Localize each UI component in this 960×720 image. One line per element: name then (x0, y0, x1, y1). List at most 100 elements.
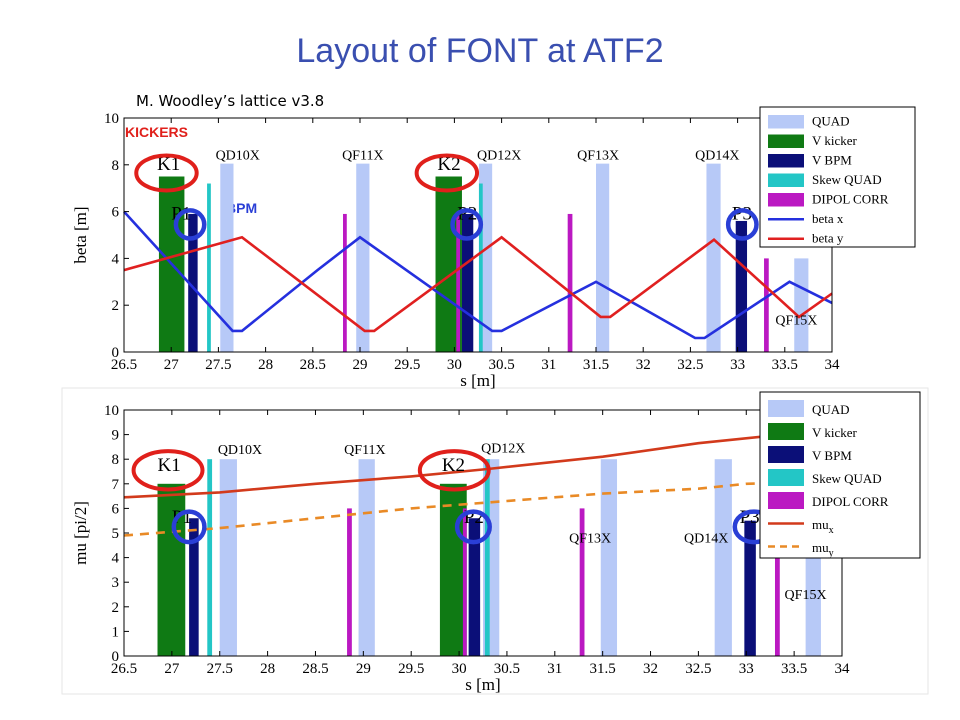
v-bpm-bar (735, 220, 748, 352)
x-tick-label: 26.5 (111, 661, 137, 677)
x-tick-label: 29.5 (394, 357, 420, 373)
legend-swatch (768, 154, 804, 168)
v-bpm-bar (468, 518, 481, 656)
x-tick-label: 31 (547, 661, 562, 677)
mu-chart: 26.5 27 27.5 28 28.5 29 29.5 30 30.5 31 31.5 32 32.5… (71, 391, 921, 694)
y-tick-label: 3 (112, 575, 120, 591)
magnet-label: QD12X (477, 149, 521, 164)
v-bpm-bar (188, 213, 198, 352)
quad-bar (805, 545, 821, 656)
magnet-label: QD14X (695, 149, 739, 164)
quad-bar (794, 258, 809, 352)
legend-label: DIPOL CORR (812, 192, 889, 207)
y-axis-label: beta [m] (71, 206, 90, 263)
quad-bar (220, 163, 234, 352)
x-tick-label: 28.5 (302, 661, 328, 677)
x-tick-label: 31 (541, 357, 556, 373)
x-tick-label: 30.5 (494, 661, 520, 677)
y-axis-label: mu [pi/2] (71, 501, 90, 565)
x-tick-label: 33.5 (781, 661, 807, 677)
legend-swatch (768, 115, 804, 129)
y-tick-label: 0 (112, 345, 120, 361)
y-tick-label: 4 (112, 251, 120, 267)
v-bpm-bar (461, 213, 474, 352)
dipol-corr-bar (456, 213, 461, 352)
x-tick-label: 30 (447, 357, 462, 373)
magnet-label: QF11X (342, 149, 384, 164)
dipol-corr-bar (579, 508, 585, 656)
x-tick-label: 33 (730, 357, 745, 373)
quad-bar (219, 459, 237, 656)
x-tick-label: 27 (164, 661, 180, 677)
magnet-label: QD10X (218, 443, 262, 458)
x-tick-label: 29.5 (398, 661, 424, 677)
magnet-label: K1 (158, 455, 181, 476)
legend-swatch (768, 134, 804, 148)
legend-label: DIPOL CORR (812, 494, 889, 509)
magnet-label: K1 (157, 154, 180, 175)
blue-highlight-circle (450, 208, 484, 241)
legend-label: beta y (812, 231, 844, 246)
quad-bar (714, 459, 732, 656)
quad-bar (600, 459, 618, 656)
legend-swatch (768, 446, 804, 463)
skew-quad-bar (207, 183, 211, 352)
x-tick-label: 32 (636, 357, 651, 373)
magnet-label: QF13X (569, 532, 611, 547)
legend-swatch (768, 400, 804, 417)
magnet-label: P3 (732, 203, 752, 224)
dipol-corr-bar (774, 557, 780, 656)
blue-highlight-circle (725, 208, 759, 241)
bpm-annotation: BPM (226, 200, 258, 216)
x-tick-label: 34 (835, 661, 851, 677)
legend-label: Skew QUAD (812, 172, 882, 187)
x-tick-label: 31.5 (590, 661, 616, 677)
x-tick-label: 33.5 (772, 357, 798, 373)
lower-figure-frame (61, 387, 929, 695)
red-highlight-circle (414, 153, 480, 193)
magnet-label: QF11X (344, 443, 386, 458)
magnet-label: QF15X (775, 314, 817, 329)
quad-bar (358, 459, 375, 656)
y-tick-label: 6 (112, 501, 120, 517)
quad-bar (356, 163, 370, 352)
skew-quad-bar (484, 459, 490, 656)
slide-title: Layout of FONT at ATF2 (296, 32, 664, 70)
x-tick-label: 27.5 (205, 357, 231, 373)
y-tick-label: 2 (112, 298, 120, 314)
v-bpm-bar (189, 518, 199, 656)
x-tick-label: 30.5 (488, 357, 514, 373)
y-tick-label: 8 (112, 452, 120, 468)
x-axis-label: s [m] (465, 675, 500, 694)
x-tick-label: 26.5 (111, 357, 137, 373)
magnet-label: P2 (457, 203, 477, 224)
dipol-corr-bar (462, 508, 467, 656)
x-tick-label: 34 (825, 357, 841, 373)
mu-y-line (123, 480, 843, 537)
y-tick-label: 10 (104, 111, 119, 127)
legend-swatch (768, 492, 804, 509)
dipol-corr-bar (764, 258, 769, 352)
y-tick-label: 8 (112, 158, 120, 174)
dipol-corr-bar (567, 213, 573, 352)
x-tick-label: 32.5 (677, 357, 703, 373)
legend-swatch (768, 193, 804, 207)
x-tick-label: 27 (164, 357, 180, 373)
legend-label: V kicker (812, 425, 858, 440)
x-tick-label: 28 (260, 661, 275, 677)
magnet-label: QD10X (216, 149, 260, 164)
magnet-label: QD14X (684, 532, 728, 547)
x-tick-label: 30 (452, 661, 467, 677)
x-tick-label: 29 (356, 661, 371, 677)
y-tick-label: 1 (112, 624, 120, 640)
legend-label: QUAD (812, 402, 850, 417)
magnet-label: QF13X (577, 149, 619, 164)
lattice-note: M. Woodley’s lattice v3.8 (136, 92, 325, 110)
legend-label: mux (812, 517, 834, 536)
magnet-label: K2 (437, 154, 460, 175)
x-axis-label: s [m] (460, 371, 495, 390)
dipol-corr-bar (347, 508, 352, 656)
x-tick-label: 32 (643, 661, 658, 677)
legend-label: beta x (812, 211, 844, 226)
